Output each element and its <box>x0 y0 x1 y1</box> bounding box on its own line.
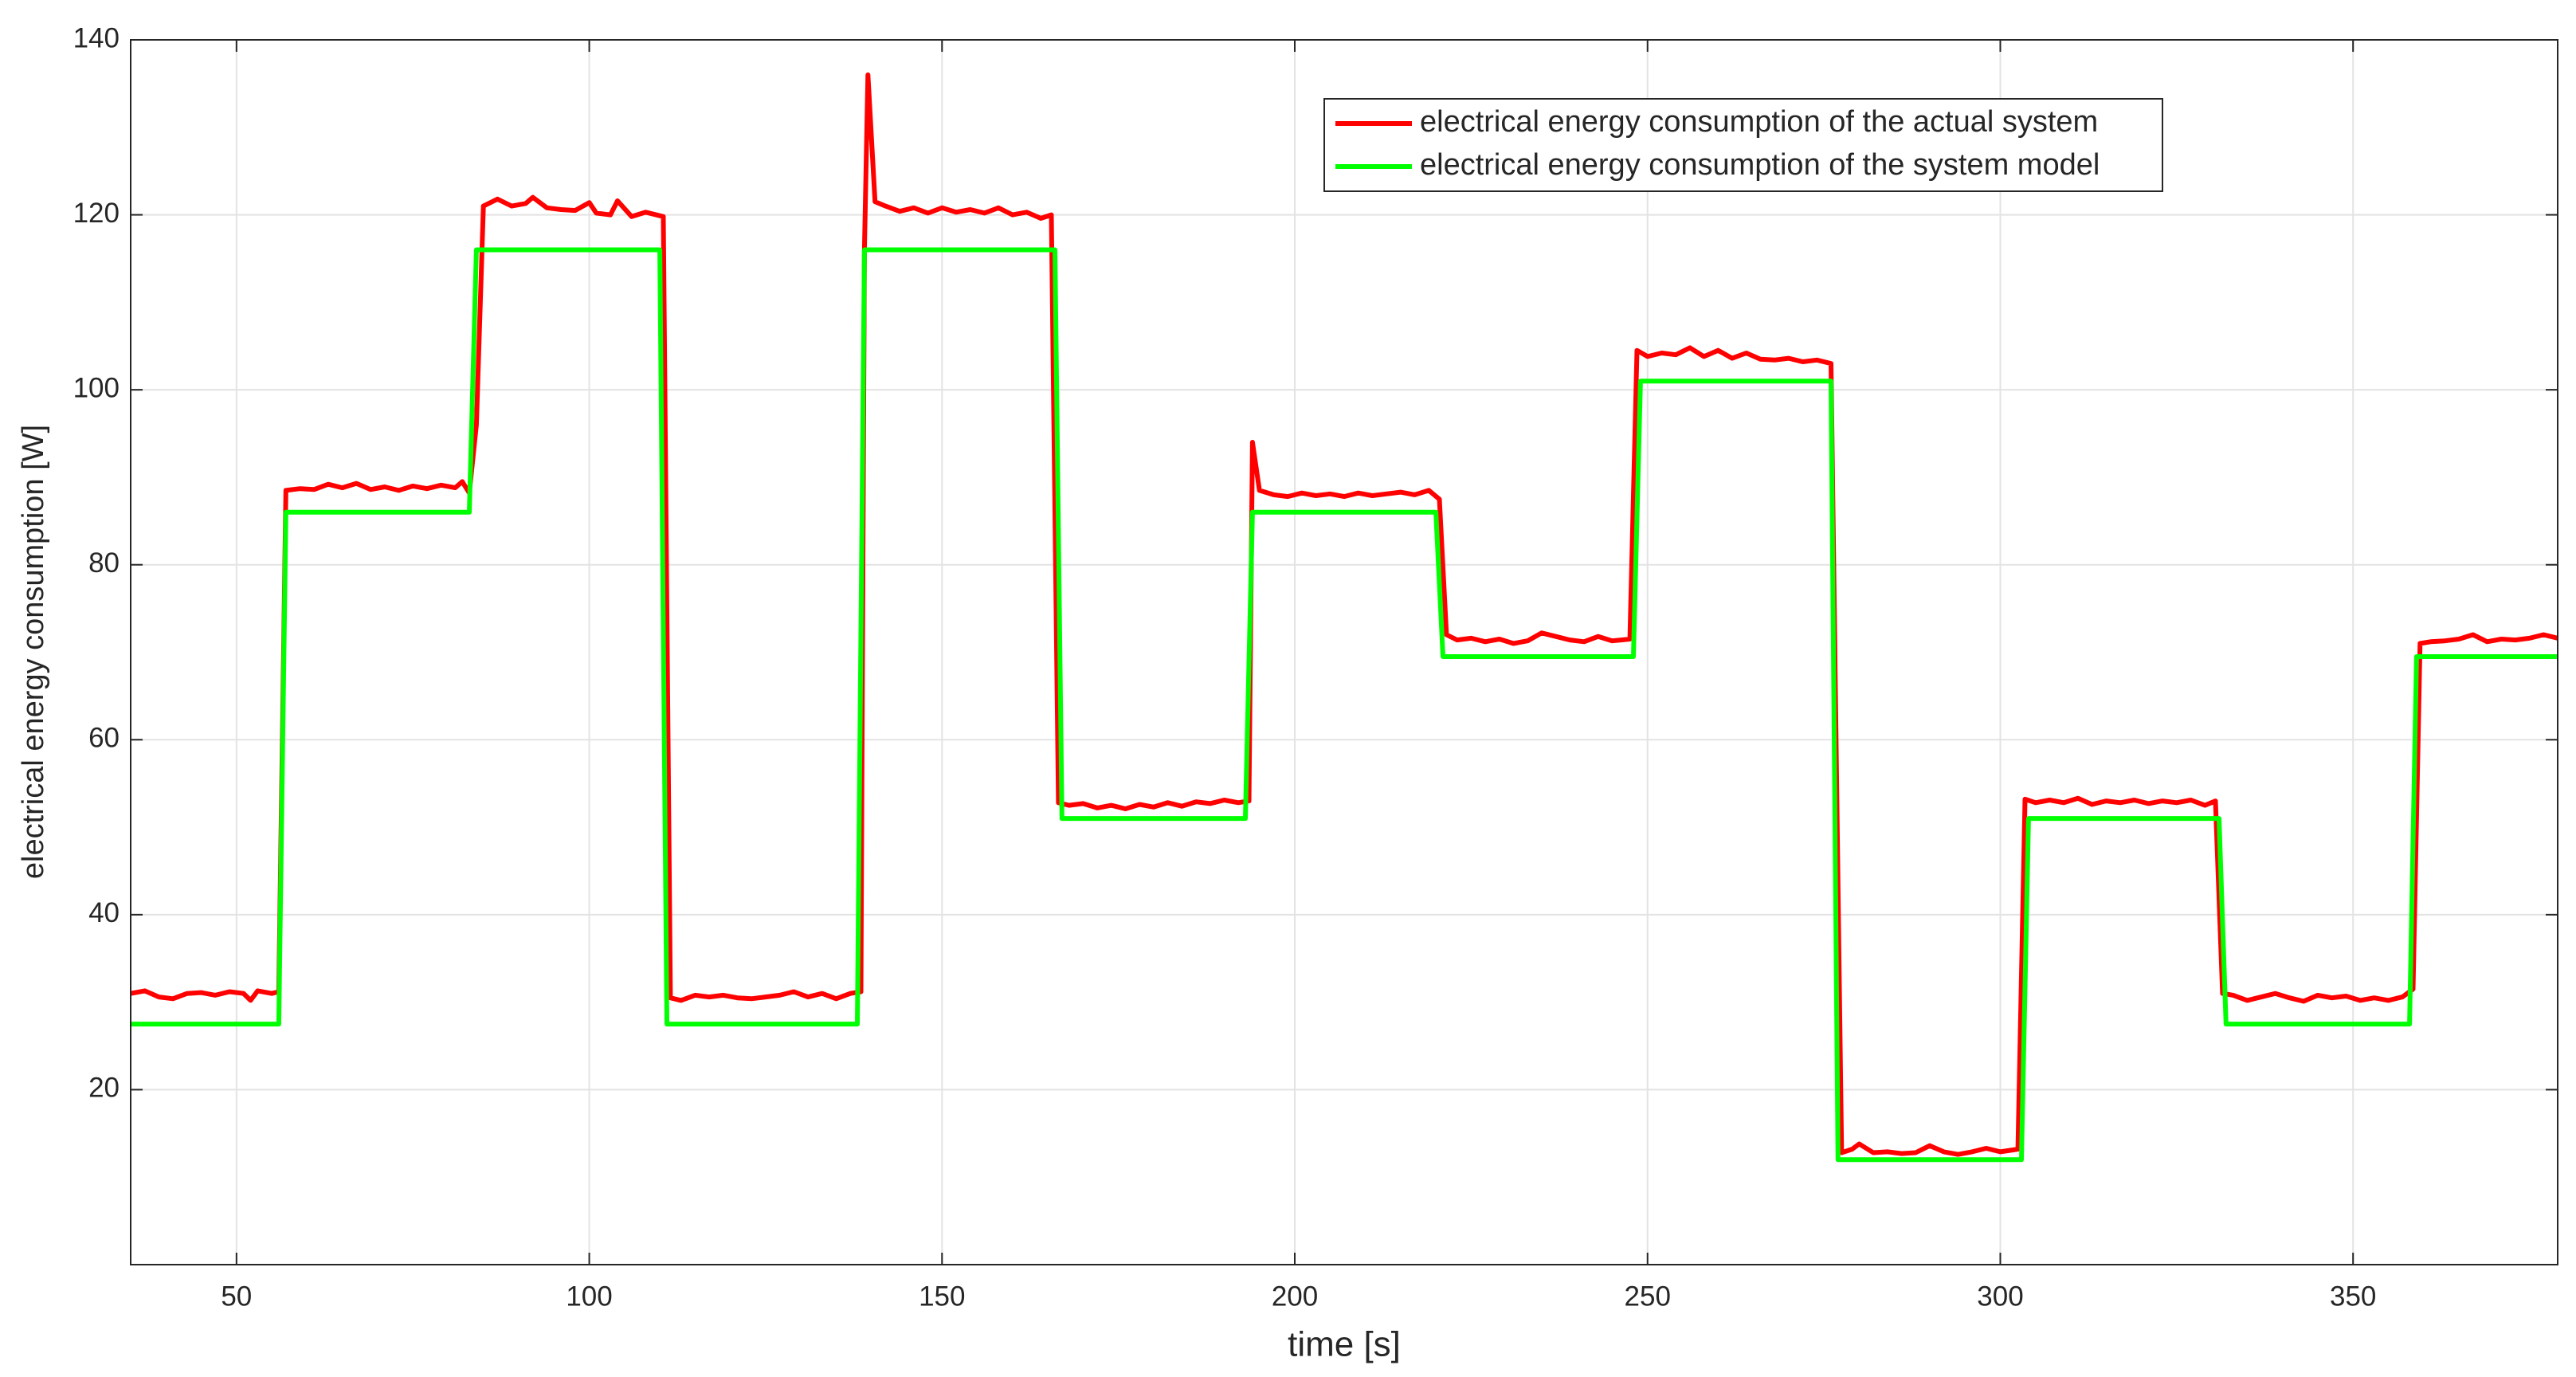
y-tick-label: 100 <box>73 372 120 403</box>
legend: electrical energy consumption of the act… <box>1323 98 2163 192</box>
x-tick-label: 250 <box>1625 1281 1671 1312</box>
y-tick-label: 80 <box>88 547 120 579</box>
y-tick-label: 140 <box>73 22 120 53</box>
series-line <box>131 247 2558 1163</box>
y-tick-label: 20 <box>88 1073 120 1104</box>
x-tick-label: 100 <box>566 1281 612 1312</box>
ticks: 50 100 150 200 250 300 350 20 40 60 80 100 120 140 <box>73 22 2558 1312</box>
x-tick-label: 350 <box>2330 1281 2376 1312</box>
legend-label: electrical energy consumption of the sys… <box>1420 148 2100 182</box>
legend-box <box>1323 98 2163 192</box>
x-tick-label: 50 <box>221 1281 252 1312</box>
x-axis-label: time [s] <box>1288 1325 1401 1364</box>
y-tick-label: 120 <box>73 198 120 229</box>
y-axis-label: electrical energy consumption [W] <box>17 425 50 879</box>
y-tick-label: 40 <box>88 897 120 928</box>
x-tick-label: 200 <box>1272 1281 1318 1312</box>
y-tick-label: 60 <box>88 723 120 754</box>
axes-box <box>130 39 2558 1265</box>
legend-label: electrical energy consumption of the act… <box>1420 105 2098 139</box>
x-tick-label: 300 <box>1977 1281 2023 1312</box>
x-tick-label: 150 <box>919 1281 965 1312</box>
plot-area <box>131 40 2558 1265</box>
lines <box>131 72 2558 1163</box>
series-line <box>131 72 2558 1157</box>
